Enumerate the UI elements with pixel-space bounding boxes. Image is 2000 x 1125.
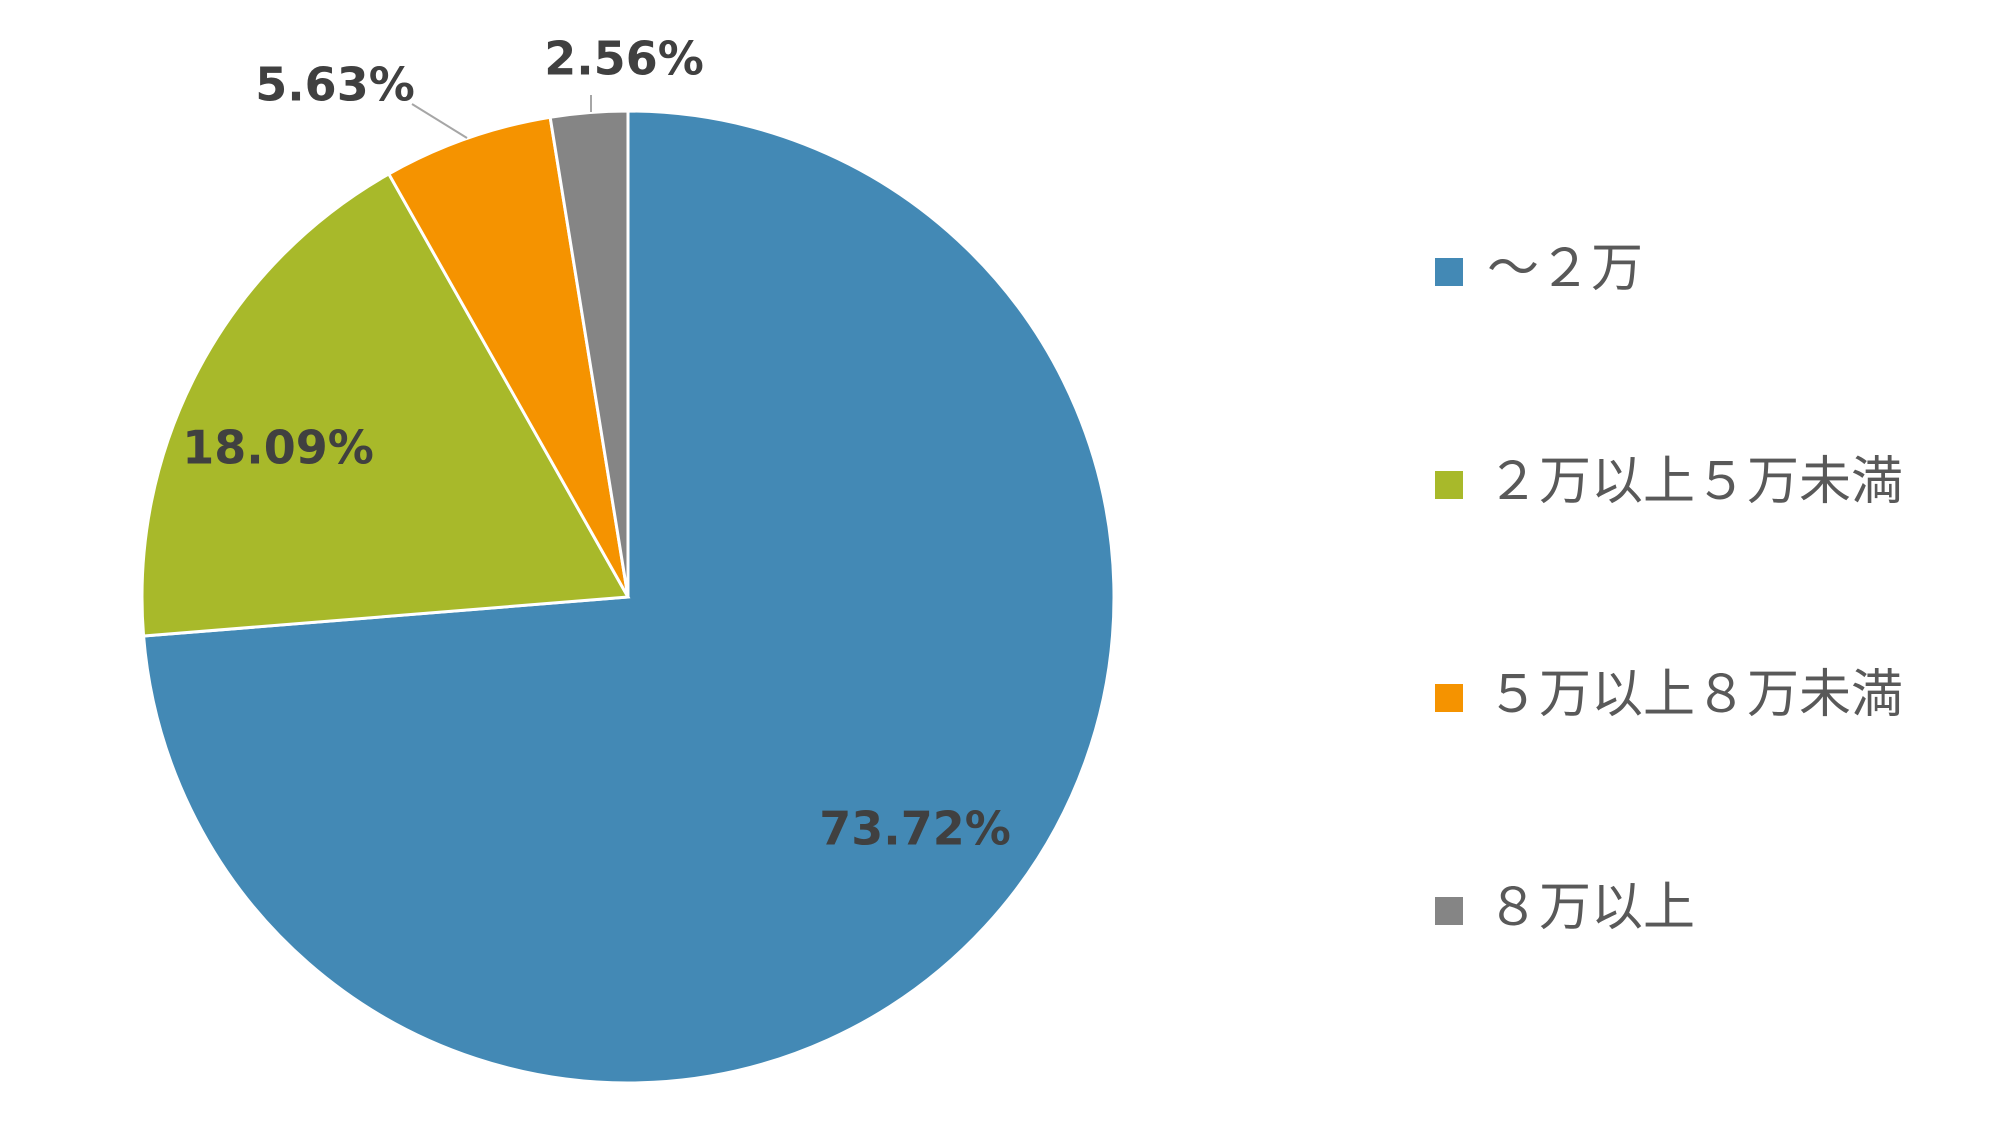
legend-label-20k-to-50k: ２万以上５万未満 [1487, 452, 1903, 512]
pie-slices [140, 109, 1116, 1085]
legend-label-50k-to-80k: ５万以上８万未満 [1487, 665, 1903, 725]
leader-line-50k-to-80k [411, 103, 468, 139]
legend-swatch-50k-to-80k [1435, 684, 1463, 712]
data-label-20k-to-50k: 18.09% [182, 421, 374, 475]
legend-swatch-over-80k [1435, 897, 1463, 925]
leader-lines [411, 95, 592, 139]
pie-slice-over-80k [548, 109, 630, 598]
legend-swatch-under-20k [1435, 258, 1463, 286]
data-label-50k-to-80k: 5.63% [255, 58, 415, 112]
data-label-under-20k: 73.72% [819, 802, 1011, 856]
legend-label-under-20k: ～２万 [1487, 239, 1643, 299]
legend-label-over-80k: ８万以上 [1487, 878, 1695, 938]
data-label-over-80k: 2.56% [544, 32, 704, 86]
pie-slice-20k-to-50k [140, 171, 631, 638]
legend-swatch-20k-to-50k [1435, 471, 1463, 499]
legend: ～２万 ２万以上５万未満 ５万以上８万未満 ８万以上 [1435, 239, 1903, 938]
data-labels: 73.72% 18.09% 5.63% 2.56% [182, 32, 1011, 856]
